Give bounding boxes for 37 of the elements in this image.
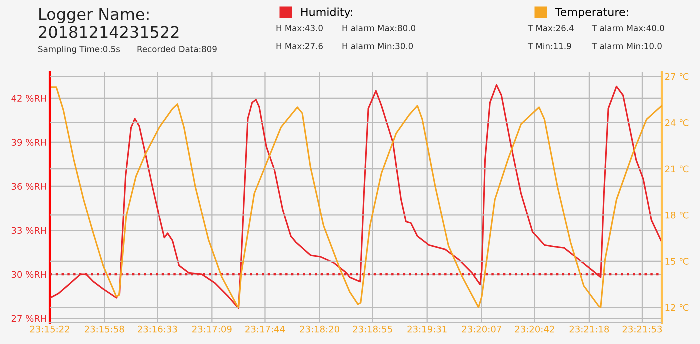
x-tick-label: 23:21:18: [570, 326, 610, 333]
legend-label: Temperature:: [555, 8, 628, 19]
x-tick-label: 23:20:42: [515, 326, 554, 333]
text: H alarm Min:30.0: [342, 42, 414, 50]
legend-label: Humidity:: [302, 8, 352, 19]
y-tick-label: 27 %RH: [12, 315, 46, 322]
text: T Min:11.9: [528, 42, 572, 50]
y-tick-label: 42 %RH: [12, 95, 46, 102]
x-tick-label: 23:15:58: [84, 326, 124, 333]
text: Sampling Time:0.5s: [38, 46, 120, 54]
chart-title: Logger Name: 20181214231522: [39, 8, 179, 38]
text: H alarm Max:80.0: [342, 24, 416, 32]
y2-tick-label: 15 ℃: [666, 258, 689, 265]
text: T Max:26.4: [528, 25, 574, 32]
x-tick-label: 23:17:09: [192, 326, 232, 333]
y2-tick-label: 21 ℃: [665, 166, 689, 173]
text: T alarm Min:10.0: [592, 42, 662, 50]
x-tick-label: 23:18:20: [300, 326, 340, 333]
x-tick-label: 23:19:31: [408, 326, 447, 333]
x-tick-label: 23:16:33: [138, 326, 178, 333]
y-tick-label: 30 %RH: [12, 271, 46, 278]
y-tick-label: 36 %RH: [12, 183, 46, 190]
y2-tick-label: 12 ℃: [666, 304, 689, 312]
y-tick-label: 33 %RH: [12, 227, 46, 234]
y-tick-label: 39 %RH: [12, 139, 46, 146]
x-tick-label: 23:17:44: [246, 326, 286, 333]
text: H Max:27.6: [276, 43, 323, 50]
y2-tick-label: 27 ℃: [665, 73, 689, 80]
y2-tick-label: 24 ℃: [665, 120, 689, 126]
x-tick-label: 23:20:07: [462, 326, 502, 333]
y2-tick-label: 18 ℃: [666, 212, 689, 219]
x-tick-label: 23:15:22: [30, 326, 70, 333]
text: H Max:43.0: [276, 25, 323, 32]
text: Recorded Data:809: [138, 46, 217, 52]
x-tick-label: 23:18:55: [353, 326, 392, 333]
x-tick-label: 23:21:53: [622, 326, 662, 333]
text: T alarm Max:40.0: [592, 24, 664, 32]
